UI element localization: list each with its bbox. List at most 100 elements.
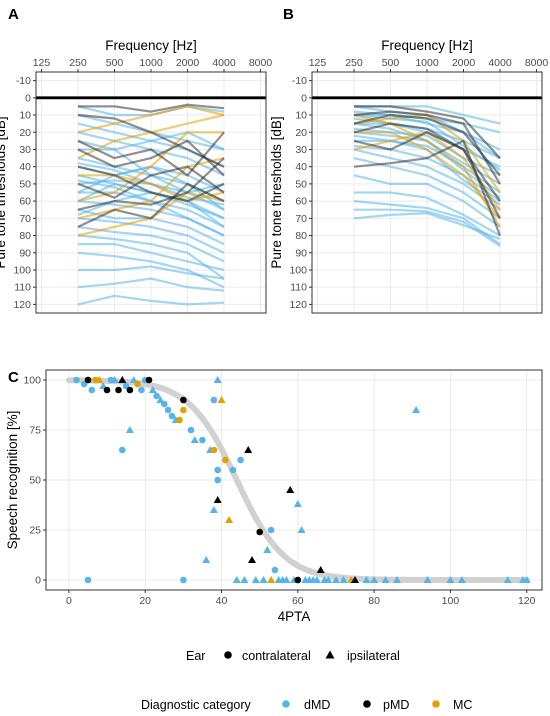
c-point-dmd-contralateral [180, 576, 187, 584]
c-point-dmd-contralateral [214, 476, 221, 484]
panel-b-audiogram: 125 250 500 1000 2000 4000 8000 -10 0 10 20 30 40 50 6… [269, 38, 548, 314]
b-ytick-label: 60 [295, 196, 307, 208]
c-point-dmd-ipsilateral [312, 576, 321, 583]
a-xtick-label: 1000 [139, 57, 163, 69]
a-xtick-label: 500 [106, 57, 124, 69]
c-point-dmd-ipsilateral [412, 406, 421, 413]
c-point-dmd-contralateral [73, 376, 80, 384]
c-point-dmd-ipsilateral [202, 556, 211, 563]
c-point-pmd-contralateral [294, 576, 302, 584]
c-point-dmd-ipsilateral [263, 546, 272, 553]
a-series-dmd [78, 243, 225, 272]
c-ytick-label: 25 [29, 525, 41, 537]
c-point-dmd-contralateral [164, 406, 172, 414]
c-point-dmd-contralateral [187, 426, 195, 434]
b-ytick-label: 120 [289, 299, 307, 311]
a-series-mc [78, 174, 225, 203]
c-point-dmd-contralateral [271, 566, 279, 574]
c-point-dmd-ipsilateral [232, 576, 241, 583]
c-point-dmd-ipsilateral [332, 576, 340, 583]
b-series-pmd [353, 110, 501, 185]
c-point-pmd-ipsilateral [213, 496, 222, 503]
b-ytick-label: 70 [295, 213, 307, 225]
b-x-axis-title: Frequency [Hz] [381, 38, 473, 53]
b-ytick-label: 50 [295, 178, 307, 190]
c-y-axis-title: Speech recognition [%] [5, 411, 20, 550]
c-point-mc-contralateral [180, 406, 187, 414]
a-series-mc [77, 157, 225, 220]
a-xtick-label: 2000 [176, 57, 200, 69]
c-point-dmd-contralateral [168, 412, 176, 420]
c-point-pmd-ipsilateral [248, 556, 256, 563]
panel-label-c: C [8, 369, 19, 386]
c-ytick-label: 100 [23, 375, 41, 387]
c-point-pmd-ipsilateral [351, 576, 359, 583]
c-point-dmd-ipsilateral [297, 526, 306, 533]
b-xtick-label: 1000 [415, 57, 439, 69]
c-point-dmd-ipsilateral [393, 576, 401, 583]
a-ytick-label: 110 [14, 282, 31, 294]
c-point-pmd-ipsilateral [286, 486, 295, 493]
b-ytick-label: 0 [301, 92, 307, 104]
c-point-mc-contralateral [222, 456, 229, 464]
a-series-pmd [77, 157, 225, 211]
b-ytick-label: 20 [295, 127, 307, 139]
b-xtick-label: 250 [345, 57, 363, 69]
b-y-axis-title: Pure tone thresholds [dB] [269, 116, 284, 268]
c-point-pmd-ipsilateral [316, 566, 325, 573]
c-point-dmd-ipsilateral [339, 576, 348, 583]
c-point-dmd-ipsilateral [446, 576, 455, 583]
legend-dmd-swatch [282, 700, 290, 708]
c-xtick-label: 0 [66, 595, 72, 607]
c-point-dmd-contralateral [210, 396, 218, 404]
legend-ear: Ear contralateral ipsilateral [186, 649, 400, 663]
c-xtick-label: 80 [368, 595, 380, 607]
c-point-dmd-ipsilateral [324, 576, 333, 583]
b-series-dmd [354, 191, 501, 237]
b-series-dmd [353, 212, 501, 241]
a-series-pmd [78, 103, 225, 113]
a-ytick-label: -10 [16, 75, 31, 87]
a-ytick-label: 10 [19, 110, 31, 122]
c-point-pmd-contralateral [84, 376, 92, 384]
a-series-dmd [77, 234, 225, 280]
c-point-pmd-contralateral [180, 396, 187, 404]
b-series-dmd [353, 174, 501, 228]
b-ytick-label: 10 [295, 110, 307, 122]
c-point-dmd-ipsilateral [251, 576, 260, 583]
c-x-axis-title: 4PTA [278, 609, 311, 624]
c-ytick-label: 75 [29, 425, 41, 437]
c-point-dmd-ipsilateral [110, 376, 119, 383]
a-xtick-label: 4000 [212, 57, 236, 69]
a-ytick-label: 20 [19, 127, 31, 139]
a-series-pmd [77, 165, 225, 199]
legend-circle-icon [224, 651, 232, 659]
a-series-pmd [77, 113, 225, 168]
c-point-dmd-ipsilateral [259, 576, 268, 583]
c-point-dmd-contralateral [199, 436, 206, 444]
c-xtick-label: 100 [442, 595, 460, 607]
legend-pmd-swatch [363, 700, 371, 708]
a-series-mc [77, 105, 225, 134]
a-ytick-label: 60 [19, 196, 31, 208]
legend-ear-title: Ear [186, 649, 205, 663]
c-point-mc-ipsilateral [217, 396, 226, 403]
c-point-dmd-ipsilateral [503, 576, 512, 583]
c-point-dmd-ipsilateral [293, 500, 302, 507]
b-series-mc [354, 131, 501, 220]
legend-ear-contralateral: contralateral [242, 649, 311, 663]
b-series-pmd [353, 113, 501, 177]
legend-ear-ipsilateral: ipsilateral [347, 649, 400, 663]
c-point-dmd-ipsilateral [209, 506, 218, 513]
c-point-dmd-contralateral [138, 386, 145, 394]
c-point-dmd-ipsilateral [240, 576, 249, 583]
legend-category-title: Diagnostic category [141, 698, 252, 712]
b-xtick-label: 4000 [488, 57, 512, 69]
c-point-dmd-contralateral [237, 456, 244, 464]
c-ytick-label: 50 [29, 475, 41, 487]
c-point-dmd-contralateral [119, 446, 126, 454]
c-point-mc-ipsilateral [225, 516, 234, 523]
b-xtick-label: 125 [309, 57, 327, 69]
c-point-mc-ipsilateral [267, 576, 276, 583]
